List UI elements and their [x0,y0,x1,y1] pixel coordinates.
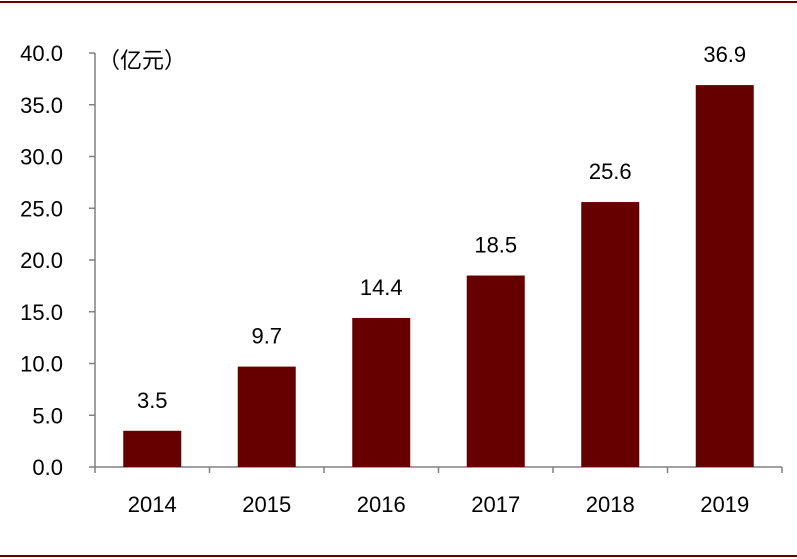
bar [581,202,640,468]
x-axis: 2014 2015 2016 2017 2018 2019 [94,466,783,517]
bar [695,85,754,468]
x-tick-label: 2019 [700,492,749,517]
x-tick-label: 2014 [128,492,177,517]
data-label: 25.6 [589,159,632,184]
y-tick-label: 35.0 [20,93,63,118]
bar [237,366,296,467]
x-tick-label: 2018 [586,492,635,517]
bar [123,430,182,467]
y-axis: 0.0 5.0 10.0 15.0 20.0 25.0 30.0 35.0 40.0 [20,41,96,480]
data-label: 14.4 [360,275,403,300]
x-tick-label: 2017 [471,492,520,517]
y-tick-label: 0.0 [32,455,63,480]
x-tick-label: 2015 [242,492,291,517]
y-tick-label: 10.0 [20,352,63,377]
bar [466,275,525,467]
x-tick-label: 2016 [357,492,406,517]
y-tick-label: 15.0 [20,300,63,325]
data-label: 3.5 [137,388,168,413]
y-tick-label: 20.0 [20,248,63,273]
bar [352,317,411,467]
y-tick-label: 5.0 [32,403,63,428]
y-tick-label: 40.0 [20,41,63,66]
data-label: 18.5 [474,233,517,258]
value-labels: 3.5 9.7 14.4 18.5 25.6 36.9 [137,42,746,413]
bars [123,85,754,468]
y-tick-label: 30.0 [20,145,63,170]
unit-label: （亿元） [98,48,186,73]
data-label: 36.9 [703,42,746,67]
data-label: 9.7 [251,324,282,349]
y-tick-label: 25.0 [20,196,63,221]
